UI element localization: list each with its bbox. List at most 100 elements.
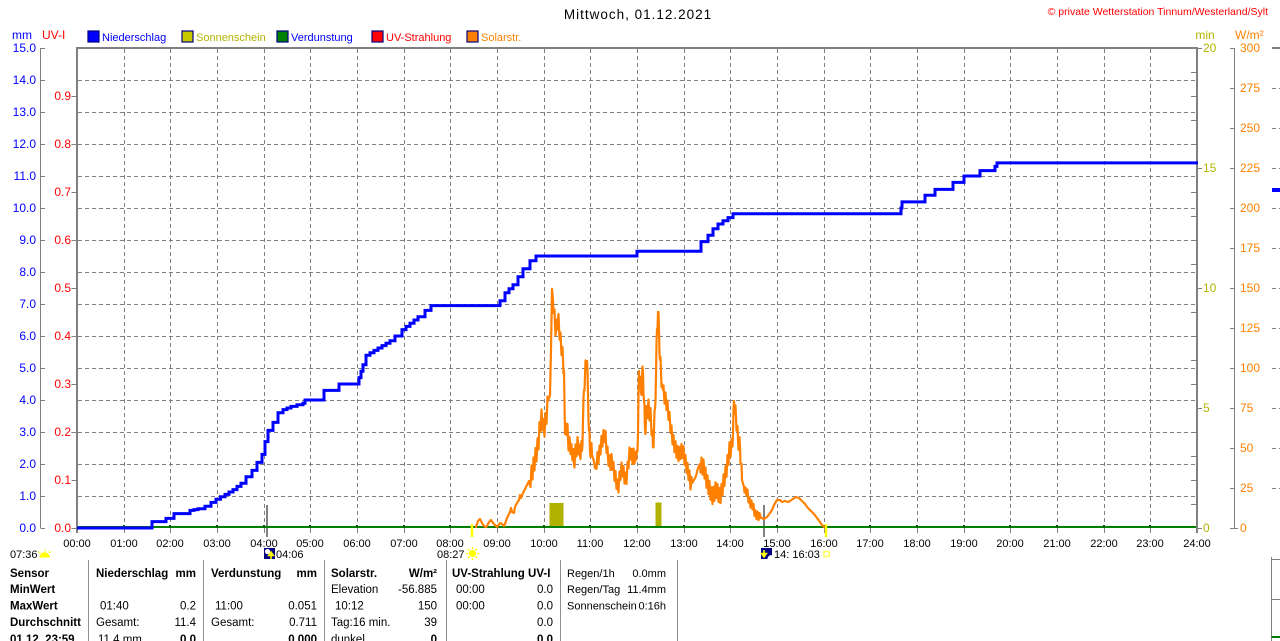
svg-text:05:00: 05:00 bbox=[296, 538, 324, 550]
svg-text:10:00: 10:00 bbox=[530, 538, 558, 550]
svg-text:MinWert: MinWert bbox=[10, 584, 55, 596]
svg-text:mm: mm bbox=[176, 568, 196, 580]
svg-text:00:00: 00:00 bbox=[63, 538, 91, 550]
svg-text:04:06: 04:06 bbox=[276, 549, 304, 561]
svg-text:Sonnenschein: Sonnenschein bbox=[196, 32, 266, 44]
svg-text:275: 275 bbox=[1240, 81, 1260, 95]
svg-text:MaxWert: MaxWert bbox=[10, 601, 58, 613]
svg-text:dunkel: dunkel bbox=[331, 634, 365, 641]
svg-text:0.2: 0.2 bbox=[54, 425, 71, 439]
svg-text:13:00: 13:00 bbox=[670, 538, 698, 550]
svg-text:0.711: 0.711 bbox=[289, 617, 317, 629]
svg-text:UV-I: UV-I bbox=[42, 28, 65, 42]
svg-text:mm: mm bbox=[297, 568, 317, 580]
svg-text:16:00: 16:00 bbox=[810, 538, 838, 550]
svg-text:11.0: 11.0 bbox=[14, 169, 37, 183]
svg-text:0.0: 0.0 bbox=[537, 601, 553, 613]
svg-text:7.0: 7.0 bbox=[19, 297, 36, 311]
svg-text:0.0: 0.0 bbox=[180, 634, 196, 641]
svg-text:2.0: 2.0 bbox=[19, 457, 36, 471]
svg-text:5: 5 bbox=[1203, 401, 1210, 415]
svg-text:225: 225 bbox=[1240, 161, 1260, 175]
svg-text:04:00: 04:00 bbox=[250, 538, 278, 550]
svg-text:9.0: 9.0 bbox=[19, 233, 36, 247]
svg-text:10:12: 10:12 bbox=[335, 601, 364, 613]
svg-text:0.0: 0.0 bbox=[537, 584, 553, 596]
svg-text:175: 175 bbox=[1240, 241, 1260, 255]
svg-text:Elevation: Elevation bbox=[331, 584, 378, 596]
svg-text:UV-Strahlung UV-I: UV-Strahlung UV-I bbox=[452, 568, 550, 580]
svg-text:14: 16:03: 14: 16:03 bbox=[774, 549, 820, 561]
svg-text:Regen/Tag: Regen/Tag bbox=[567, 584, 620, 596]
svg-text:11.4: 11.4 bbox=[174, 617, 196, 629]
svg-text:08:00: 08:00 bbox=[436, 538, 464, 550]
svg-text:0:16h: 0:16h bbox=[638, 601, 666, 613]
svg-text:5.0: 5.0 bbox=[19, 361, 36, 375]
svg-text:24:00: 24:00 bbox=[1183, 538, 1211, 550]
svg-text:14.0: 14.0 bbox=[13, 73, 37, 87]
svg-text:1.0: 1.0 bbox=[19, 489, 36, 503]
svg-text:mm: mm bbox=[12, 28, 32, 42]
svg-text:07:00: 07:00 bbox=[390, 538, 418, 550]
svg-text:0.000: 0.000 bbox=[288, 634, 317, 641]
svg-text:150: 150 bbox=[418, 601, 437, 613]
svg-text:10.0: 10.0 bbox=[13, 201, 37, 215]
svg-text:12.0: 12.0 bbox=[13, 137, 37, 151]
svg-text:Verdunstung: Verdunstung bbox=[291, 32, 353, 44]
svg-text:min: min bbox=[1195, 28, 1214, 42]
svg-text:Niederschlag: Niederschlag bbox=[102, 32, 166, 44]
svg-text:14:00: 14:00 bbox=[716, 538, 744, 550]
svg-text:01:40: 01:40 bbox=[100, 601, 129, 613]
svg-text:13.0: 13.0 bbox=[13, 105, 37, 119]
svg-text:22:00: 22:00 bbox=[1090, 538, 1118, 550]
svg-text:20: 20 bbox=[1203, 41, 1217, 55]
svg-text:-56.885: -56.885 bbox=[398, 584, 437, 596]
svg-text:3.0: 3.0 bbox=[19, 425, 36, 439]
svg-text:Gesamt:: Gesamt: bbox=[211, 617, 254, 629]
svg-text:0.0: 0.0 bbox=[19, 521, 36, 535]
svg-text:00:00: 00:00 bbox=[456, 584, 485, 596]
svg-text:0.051: 0.051 bbox=[288, 601, 317, 613]
svg-text:10: 10 bbox=[1203, 281, 1217, 295]
svg-text:0.9: 0.9 bbox=[54, 89, 71, 103]
svg-text:Tag:16 min.: Tag:16 min. bbox=[331, 617, 390, 629]
svg-text:0.0mm: 0.0mm bbox=[632, 568, 666, 580]
svg-text:8.0: 8.0 bbox=[19, 265, 36, 279]
svg-text:0: 0 bbox=[1240, 521, 1247, 535]
svg-text:0.3: 0.3 bbox=[54, 377, 71, 391]
svg-text:15.0: 15.0 bbox=[13, 41, 37, 55]
svg-text:0.6: 0.6 bbox=[54, 233, 71, 247]
svg-text:6.0: 6.0 bbox=[19, 329, 36, 343]
svg-text:11:00: 11:00 bbox=[215, 601, 243, 613]
svg-text:0.2: 0.2 bbox=[180, 601, 196, 613]
svg-text:Sonnenschein: Sonnenschein bbox=[567, 601, 637, 613]
svg-text:0.0: 0.0 bbox=[537, 617, 553, 629]
svg-text:12:00: 12:00 bbox=[623, 538, 651, 550]
svg-text:250: 250 bbox=[1240, 121, 1260, 135]
svg-text:08:27: 08:27 bbox=[437, 549, 465, 561]
svg-text:4.0: 4.0 bbox=[19, 393, 36, 407]
svg-text:0: 0 bbox=[431, 634, 437, 641]
svg-text:Sensor: Sensor bbox=[10, 568, 50, 580]
svg-text:15:00: 15:00 bbox=[763, 538, 791, 550]
svg-text:Regen/1h: Regen/1h bbox=[567, 568, 615, 580]
svg-text:39: 39 bbox=[424, 617, 437, 629]
svg-text:Solarstr.: Solarstr. bbox=[331, 568, 377, 580]
svg-text:Durchschnitt: Durchschnitt bbox=[10, 617, 81, 629]
svg-text:06:00: 06:00 bbox=[343, 538, 371, 550]
svg-text:00:00: 00:00 bbox=[456, 601, 485, 613]
svg-text:0.0: 0.0 bbox=[54, 521, 71, 535]
svg-text:W/m²: W/m² bbox=[1235, 28, 1264, 42]
svg-text:Verdunstung: Verdunstung bbox=[211, 568, 281, 580]
svg-text:UV-Strahlung: UV-Strahlung bbox=[386, 32, 451, 44]
svg-text:300: 300 bbox=[1240, 41, 1260, 55]
svg-text:23:00: 23:00 bbox=[1136, 538, 1164, 550]
svg-text:Niederschlag: Niederschlag bbox=[96, 568, 168, 580]
svg-text:19:00: 19:00 bbox=[950, 538, 978, 550]
svg-text:75: 75 bbox=[1240, 401, 1254, 415]
svg-text:0: 0 bbox=[1203, 521, 1210, 535]
svg-text:0.1: 0.1 bbox=[54, 473, 71, 487]
svg-text:50: 50 bbox=[1240, 441, 1254, 455]
svg-text:© private Wetterstation Tinnum: © private Wetterstation Tinnum/Westerlan… bbox=[1048, 6, 1268, 18]
svg-text:01.12. 23:59: 01.12. 23:59 bbox=[10, 634, 75, 641]
